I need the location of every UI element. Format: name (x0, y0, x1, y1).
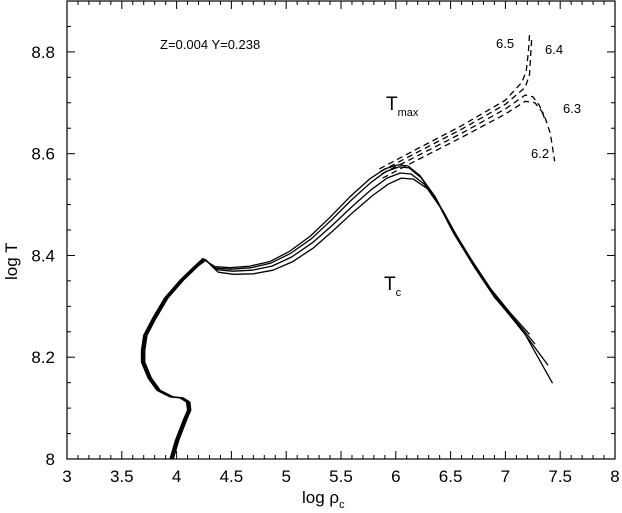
tc-curve-6.2 (144, 177, 554, 460)
x-axis-label: log ρc (302, 488, 345, 511)
tmax-curve-6.4 (380, 37, 533, 173)
plot-frame (66, 0, 616, 460)
x-tick-label: 6.5 (439, 467, 463, 486)
x-tick-label: 3.5 (110, 467, 134, 486)
tc-curve-6.3 (143, 172, 549, 460)
x-tick-label: 5.5 (329, 467, 353, 486)
y-tick-label: 8.6 (31, 145, 55, 164)
x-tick-label: 8 (610, 467, 619, 486)
y-tick-label: 8 (46, 450, 55, 469)
series-label-6.3: 6.3 (563, 101, 581, 116)
x-tick-label: 7.5 (548, 467, 572, 486)
series-label-6.5: 6.5 (496, 36, 514, 51)
y-tick-label: 8.2 (31, 348, 55, 367)
tc-curve-6.4 (141, 166, 536, 460)
tmax-label: Tmax (386, 94, 419, 119)
y-tick-label: 8.4 (31, 246, 55, 265)
x-tick-label: 5 (281, 467, 290, 486)
tmax-curve-6.5 (379, 34, 531, 170)
x-tick-label: 6 (391, 467, 400, 486)
series-label-6.4: 6.4 (545, 42, 563, 57)
y-tick-label: 8.8 (31, 43, 55, 62)
tmax-curve-6.3 (381, 94, 546, 175)
x-tick-label: 7 (501, 467, 510, 486)
x-tick-label: 4 (172, 467, 181, 486)
x-tick-label: 3 (62, 467, 71, 486)
tmax-curve-6.2 (382, 100, 556, 179)
tc-label: Tc (384, 274, 402, 299)
composition-label: Z=0.004 Y=0.238 (160, 37, 260, 52)
series-label-6.2: 6.2 (531, 146, 549, 161)
x-tick-label: 4.5 (220, 467, 244, 486)
tc-curve-6.5 (140, 164, 530, 460)
y-axis-label: log T (2, 243, 21, 281)
